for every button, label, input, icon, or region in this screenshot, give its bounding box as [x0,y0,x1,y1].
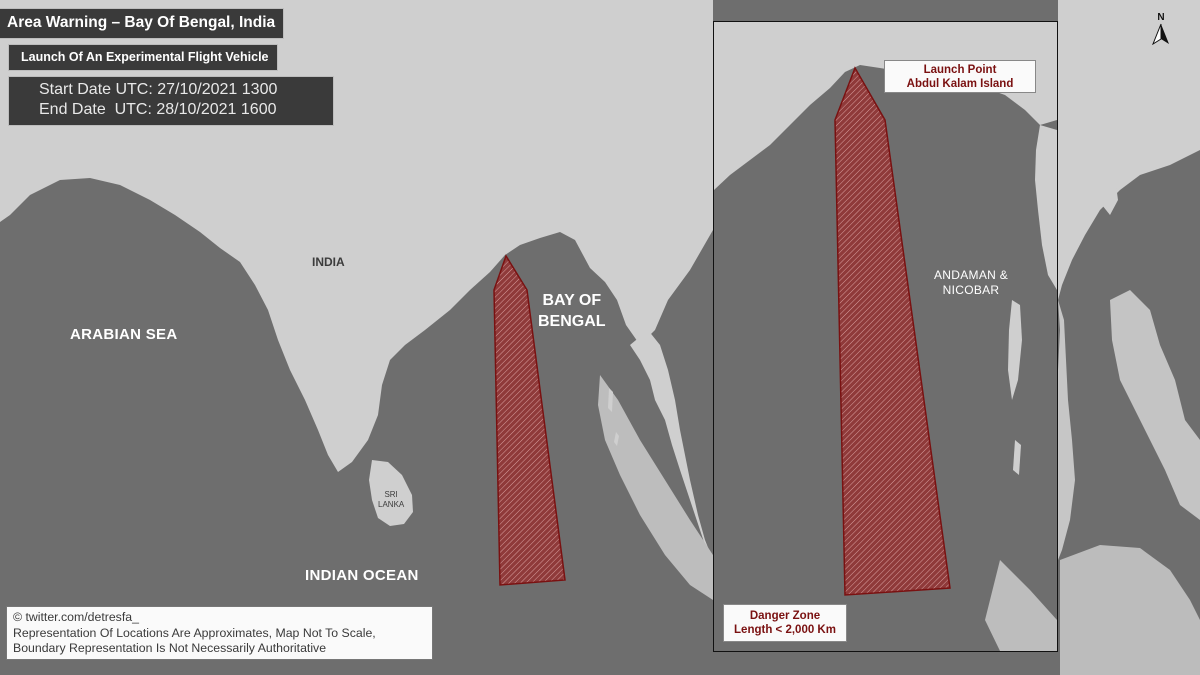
label-andaman-nicobar: ANDAMAN & NICOBAR [934,268,1008,298]
north-arrow: N [1149,12,1173,46]
credit-panel: © twitter.com/detresfa_ Representation O… [6,606,433,660]
label-india: INDIA [312,255,345,269]
label-indian-ocean: INDIAN OCEAN [305,567,419,584]
north-letter: N [1157,12,1165,23]
borneo-island [1060,545,1200,675]
inset-andaman-islands [1008,300,1022,400]
launch-point-line2: Abdul Kalam Island [906,78,1014,90]
inset-myanmar-coast [1035,125,1057,290]
label-sri-line1: SRI [384,490,398,499]
dates-panel: Start Date UTC: 27/10/2021 1300 End Date… [8,76,334,126]
nicobar-islands [614,432,619,446]
label-sri-lanka: SRI LANKA [378,490,404,510]
sumatra-island [598,375,713,600]
southeast-asia-landmass [630,330,713,575]
label-bay-line2: BENGAL [538,313,606,330]
end-date: End Date UTC: 28/10/2021 1600 [39,101,277,118]
map-subtitle: Launch Of An Experimental Flight Vehicle [8,44,278,71]
start-date: Start Date UTC: 27/10/2021 1300 [39,81,278,98]
launch-point-line1: Launch Point [923,64,997,76]
philippines-islands [1110,290,1200,520]
launch-point-callout: Launch Point Abdul Kalam Island [884,60,1036,93]
credit-line-3: Boundary Representation Is Not Necessari… [13,641,327,655]
taiwan-island [1102,175,1118,215]
east-asia-landmass [1058,0,1200,300]
north-arrow-icon [1151,23,1169,46]
map-title: Area Warning – Bay Of Bengal, India [0,8,285,39]
danger-zone-main [493,254,566,586]
credit-line-2: Representation Of Locations Are Approxim… [13,625,376,640]
southeast-peninsula-right [1058,300,1075,560]
danger-zone-inset [834,66,951,596]
label-arabian-sea: ARABIAN SEA [70,326,178,343]
credit-line-1: © twitter.com/detresfa_ [13,610,139,624]
danger-zone-line1: Danger Zone [749,610,821,622]
sri-lanka-island [369,460,413,526]
andaman-islands [608,388,613,412]
inset-sumatra [985,560,1057,651]
label-bay-line1: BAY OF [542,292,602,309]
label-andaman-line2: NICOBAR [942,283,1000,297]
label-andaman-line1: ANDAMAN & [934,268,1009,282]
label-sri-line2: LANKA [378,500,405,509]
danger-zone-line2: Length < 2,000 Km [734,624,836,636]
danger-zone-callout: Danger Zone Length < 2,000 Km [723,604,847,642]
inset-nicobar-islands [1013,440,1021,475]
label-bay-of-bengal: BAY OF BENGAL [538,290,606,332]
